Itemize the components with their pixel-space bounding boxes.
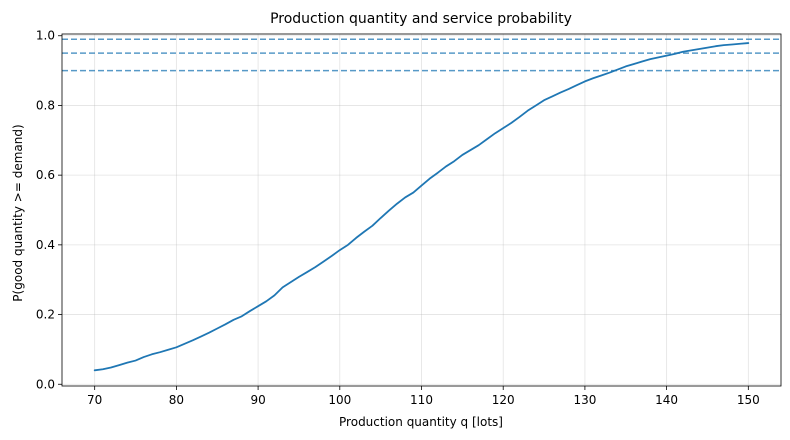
y-tick-label-0.6: 0.6 — [36, 168, 55, 182]
y-tick-label-0.4: 0.4 — [36, 238, 55, 252]
y-tick-label-1: 1.0 — [36, 29, 55, 43]
grid — [62, 34, 781, 386]
x-tick-label-90: 90 — [250, 393, 265, 407]
x-tick-label-100: 100 — [328, 393, 351, 407]
y-tick-label-0.8: 0.8 — [36, 98, 55, 112]
x-tick-label-140: 140 — [655, 393, 678, 407]
x-tick-label-120: 120 — [492, 393, 515, 407]
x-tick-label-150: 150 — [737, 393, 760, 407]
x-axis-label: Production quantity q [lots] — [339, 415, 503, 429]
x-tick-label-80: 80 — [169, 393, 184, 407]
series-layer — [93, 42, 750, 372]
series-line-0 — [93, 42, 750, 372]
x-tick-label-70: 70 — [87, 393, 102, 407]
y-axis-ticks: 0.0 0.2 0.4 0.6 0.8 1.0 — [36, 29, 62, 391]
y-tick-label-0: 0.0 — [36, 377, 55, 391]
x-axis-ticks: 70 80 90 100 110 120 130 140 150 — [87, 386, 760, 407]
chart-title: Production quantity and service probabil… — [270, 11, 572, 27]
y-axis-label: P(good quantity >= demand) — [11, 124, 25, 301]
y-tick-label-0.2: 0.2 — [36, 308, 55, 322]
reference-lines — [62, 38, 781, 72]
x-tick-label-130: 130 — [573, 393, 596, 407]
x-tick-label-110: 110 — [410, 393, 433, 407]
